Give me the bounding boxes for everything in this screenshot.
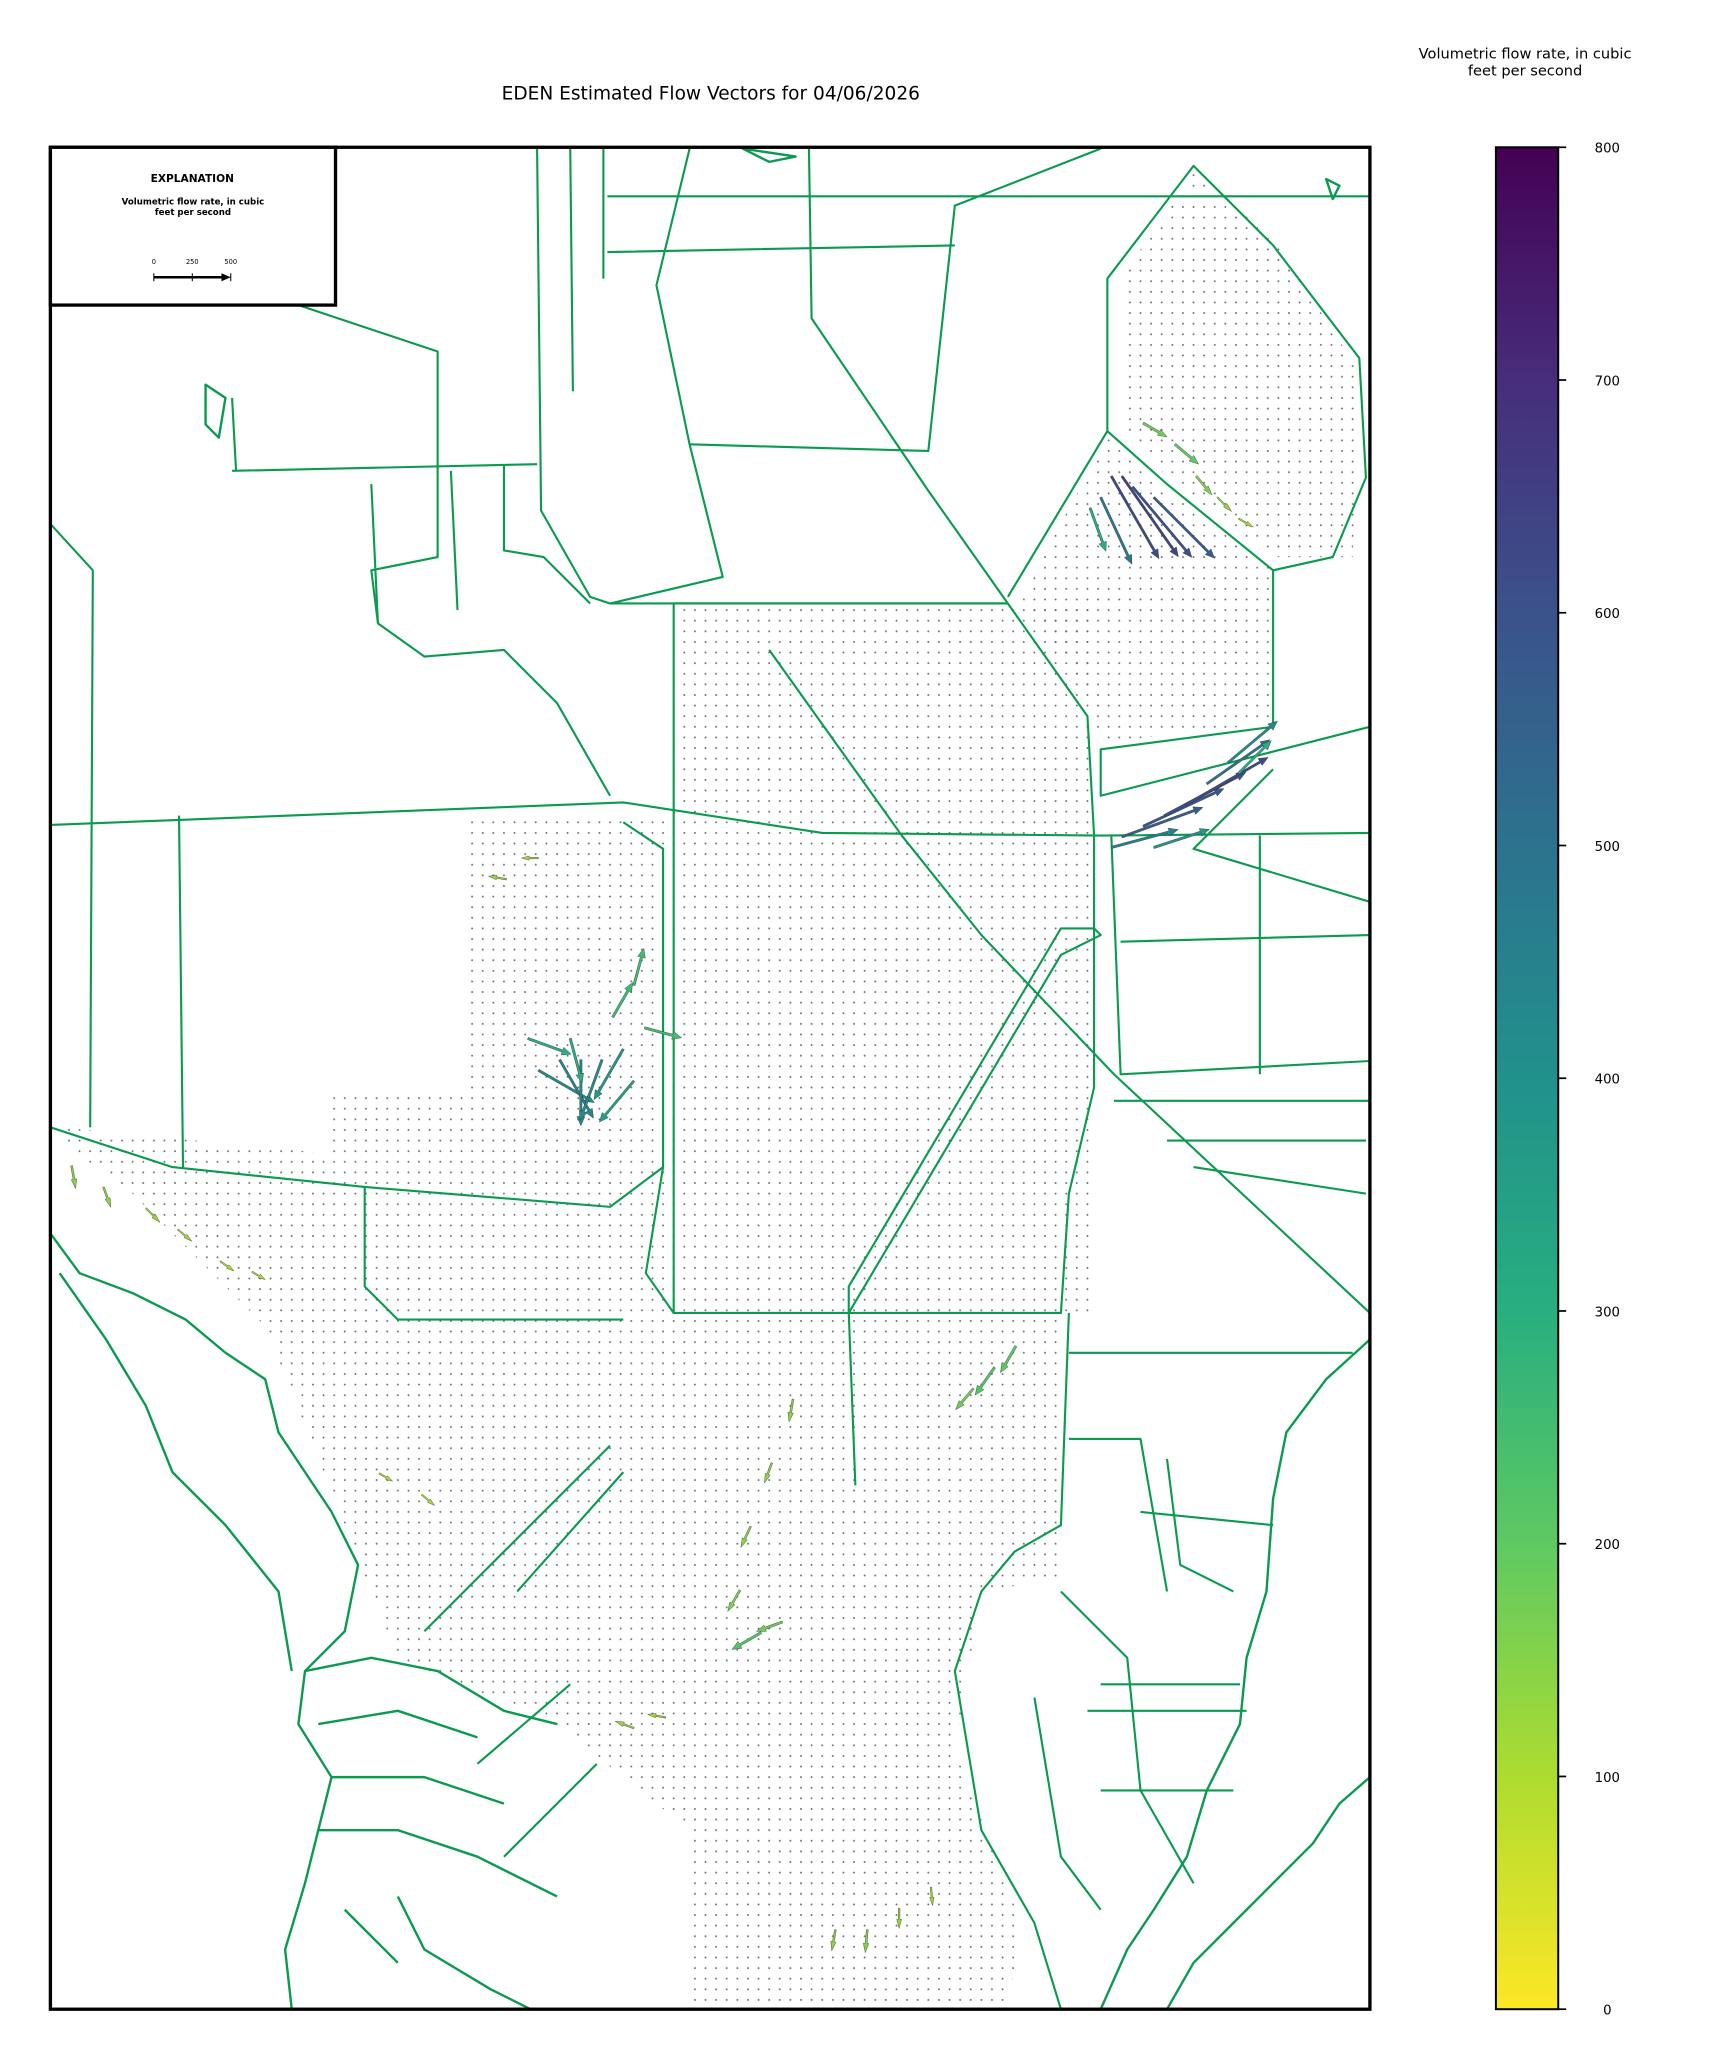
flow-vector bbox=[764, 1462, 773, 1484]
colorbar-tick-label: 100 bbox=[1595, 1771, 1620, 1786]
flow-vector bbox=[632, 947, 646, 986]
flow-vector bbox=[1173, 443, 1199, 465]
colorbar-tick-label: 0 bbox=[1603, 2004, 1611, 2019]
colorbar-tick-label: 200 bbox=[1595, 1538, 1620, 1553]
flow-vector bbox=[568, 1037, 584, 1084]
map-frame bbox=[48, 145, 1372, 2011]
flow-vector bbox=[1237, 517, 1254, 528]
legend-title: EXPLANATION bbox=[151, 173, 234, 185]
coastline bbox=[50, 147, 1370, 2010]
flow-vector bbox=[1099, 496, 1133, 565]
colorbar-label-box: Volumetric flow rate, in cubic feet per … bbox=[1418, 46, 1632, 80]
flow-vector bbox=[1110, 827, 1179, 849]
colorbar-tick-label: 700 bbox=[1595, 374, 1620, 389]
flow-vector bbox=[1121, 806, 1204, 839]
flow-vector bbox=[740, 1525, 752, 1549]
flow-vector bbox=[219, 1260, 235, 1272]
flow-vector bbox=[1152, 496, 1216, 559]
map-area bbox=[50, 147, 1370, 2010]
flow-vector bbox=[527, 1037, 572, 1056]
flow-vector bbox=[1000, 1345, 1018, 1374]
flow-vector bbox=[1110, 475, 1160, 560]
flow-vector bbox=[251, 1270, 266, 1280]
legend-label: Volumetric flow rate, in cubic feet per … bbox=[121, 196, 265, 219]
flow-vector bbox=[614, 1720, 635, 1730]
canal-network bbox=[50, 147, 1370, 2010]
flow-vector bbox=[646, 1713, 667, 1719]
flow-vector bbox=[593, 1048, 625, 1101]
flow-vector bbox=[1237, 740, 1272, 775]
flow-vector bbox=[830, 1929, 837, 1952]
flow-vector bbox=[731, 1631, 763, 1650]
flow-vector bbox=[1205, 739, 1271, 786]
colorbar-tick-label: 600 bbox=[1595, 607, 1620, 622]
flow-vector bbox=[643, 1026, 683, 1040]
flow-vector bbox=[102, 1186, 112, 1208]
colorbar-tick-label: 300 bbox=[1595, 1305, 1620, 1320]
flow-vector bbox=[727, 1589, 742, 1613]
colorbar-label: Volumetric flow rate, in cubic feet per … bbox=[1418, 46, 1632, 80]
flow-vector bbox=[863, 1929, 870, 1954]
colorbar-tick-label: 800 bbox=[1595, 142, 1620, 157]
flow-vector bbox=[70, 1165, 77, 1190]
flow-vector bbox=[896, 1908, 902, 1930]
colorbar-bar bbox=[1494, 146, 1560, 2011]
flow-vector bbox=[378, 1472, 394, 1482]
flow-vector bbox=[1184, 757, 1269, 807]
flow-vector bbox=[579, 1059, 604, 1121]
legend: EXPLANATION Volumetric flow rate, in cub… bbox=[48, 145, 338, 307]
flow-vector bbox=[1216, 496, 1233, 513]
flow-vector bbox=[1131, 485, 1193, 558]
grid-stipple bbox=[1021, 437, 1274, 743]
flow-vector bbox=[1088, 507, 1107, 552]
map-title: EDEN Estimated Flow Vectors for 04/06/20… bbox=[502, 84, 920, 105]
flow-vector bbox=[487, 875, 507, 881]
flow-vector bbox=[755, 1620, 784, 1632]
grid-stipple bbox=[1120, 172, 1360, 558]
grid-stipple bbox=[673, 603, 1095, 1313]
grid-stipple bbox=[59, 1094, 1061, 2010]
grid-stipple bbox=[470, 815, 674, 1313]
flow-vector bbox=[1142, 421, 1168, 438]
colorbar-tick-label: 500 bbox=[1595, 840, 1620, 855]
flow-vector bbox=[1153, 828, 1210, 849]
flow-vector bbox=[520, 855, 539, 861]
flow-vector bbox=[1120, 475, 1179, 558]
flow-vector bbox=[1142, 788, 1225, 828]
flow-vector bbox=[974, 1366, 996, 1396]
flow-vector bbox=[1195, 475, 1213, 496]
flow-vector bbox=[611, 982, 633, 1019]
legend-scale-label: 0 bbox=[152, 258, 156, 266]
colorbar: Volumetric flow rate, in cubic feet per … bbox=[1418, 46, 1632, 2019]
legend-label-box: Volumetric flow rate, in cubic feet per … bbox=[121, 196, 265, 219]
legend-box bbox=[48, 145, 338, 307]
flow-vectors bbox=[70, 421, 1278, 1954]
flow-vector bbox=[576, 1059, 586, 1127]
flow-vector bbox=[598, 1079, 636, 1123]
flow-vector bbox=[929, 1886, 935, 1907]
flow-vector bbox=[176, 1228, 193, 1242]
legend-scale-label: 500 bbox=[224, 258, 237, 266]
flow-vector bbox=[420, 1493, 436, 1507]
flow-vector bbox=[144, 1207, 161, 1223]
flow-vector bbox=[1226, 720, 1278, 764]
flow-vector bbox=[955, 1387, 975, 1411]
legend-scale-label: 250 bbox=[186, 258, 199, 266]
flow-vector bbox=[787, 1398, 795, 1423]
colorbar-tick-label: 400 bbox=[1595, 1073, 1620, 1088]
